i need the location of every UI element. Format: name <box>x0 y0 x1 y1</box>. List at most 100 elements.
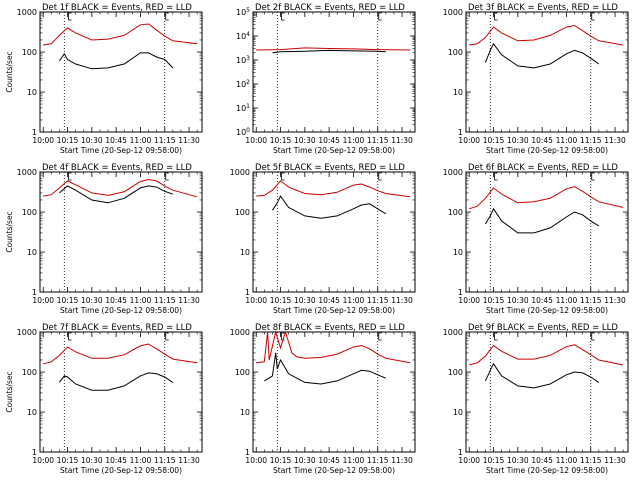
detector-panel-1: Det 1f BLACK = Events, RED = LLD 1 10 100 10… <box>5 3 203 155</box>
plot-frame <box>39 11 203 133</box>
x-tick-label: 11:30 <box>178 456 200 465</box>
x-tick-label: 10:15 <box>483 296 505 305</box>
x-tick-label: 10:00 <box>32 296 54 305</box>
series-lld-line <box>256 180 411 198</box>
x-tick-label: 10:00 <box>245 296 267 305</box>
detector-panel-8: Det 8f BLACK = Events, RED = LLD 1 10 100 10… <box>230 323 416 475</box>
x-axis-label: Start Time (20-Sep-12 09:58:00) <box>486 306 608 315</box>
x-tick-label: 10:30 <box>507 456 529 465</box>
x-tick-label: 11:15 <box>154 296 176 305</box>
interval-marker <box>494 332 498 341</box>
y-axis-label: Counts/sec <box>5 371 14 412</box>
x-tick-label: 10:00 <box>32 136 54 145</box>
x-tick-label: 10:30 <box>294 296 316 305</box>
y-tick-label: 105 <box>236 7 250 17</box>
x-tick-label: 11:00 <box>556 456 578 465</box>
x-tick-label: 10:45 <box>105 136 127 145</box>
x-tick-label: 10:30 <box>81 296 103 305</box>
x-tick-label: 10:45 <box>531 136 553 145</box>
x-tick-label: 11:30 <box>178 136 200 145</box>
panel-title: Det 6f BLACK = Events, RED = LLD <box>468 163 618 173</box>
plot-frame <box>465 171 629 293</box>
panel-title: Det 7f BLACK = Events, RED = LLD <box>42 323 192 333</box>
x-tick-label: 11:30 <box>391 456 413 465</box>
y-tick-label: 1000 <box>443 8 463 17</box>
x-tick-label: 10:00 <box>458 296 480 305</box>
y-tick-label: 101 <box>236 103 250 113</box>
panel-title: Det 4f BLACK = Events, RED = LLD <box>42 163 192 173</box>
y-tick-label: 10 <box>453 408 463 417</box>
y-tick-label: 103 <box>236 55 250 65</box>
series-events-line <box>264 352 386 385</box>
interval-marker <box>378 332 382 341</box>
x-tick-label: 10:45 <box>318 456 340 465</box>
series-lld-line <box>256 330 411 364</box>
x-tick-label: 11:00 <box>343 136 365 145</box>
x-tick-label: 11:15 <box>367 456 389 465</box>
y-tick-label: 1000 <box>230 328 250 337</box>
plot-frame <box>252 171 416 293</box>
y-axis-label: Counts/sec <box>5 51 14 92</box>
x-tick-label: 11:30 <box>391 296 413 305</box>
y-tick-label: 100 <box>22 208 37 217</box>
y-tick-label: 1 <box>458 288 463 297</box>
x-tick-label: 11:15 <box>154 456 176 465</box>
x-tick-label: 10:45 <box>318 136 340 145</box>
series-events-line <box>59 185 173 204</box>
y-tick-label: 1 <box>245 288 250 297</box>
series-lld-line <box>469 344 624 366</box>
y-tick-label: 100 <box>236 127 250 137</box>
interval-marker <box>281 12 285 21</box>
x-tick-label: 11:00 <box>343 456 365 465</box>
x-tick-label: 10:15 <box>57 456 79 465</box>
series-events-line <box>484 207 600 234</box>
y-tick-label: 100 <box>22 48 37 57</box>
y-tick-label: 1 <box>458 448 463 457</box>
interval-marker <box>378 172 382 181</box>
y-tick-label: 10 <box>240 248 250 257</box>
y-tick-label: 1000 <box>17 168 37 177</box>
y-tick-label: 10 <box>27 88 37 97</box>
x-tick-label: 11:00 <box>130 296 152 305</box>
x-tick-label: 10:00 <box>245 456 267 465</box>
y-tick-label: 1 <box>32 448 37 457</box>
y-tick-label: 104 <box>236 31 250 41</box>
detector-panel-2: Det 2f BLACK = Events, RED = LLD 100 101 10… <box>236 3 416 155</box>
x-tick-label: 10:30 <box>507 296 529 305</box>
y-tick-label: 100 <box>448 208 463 217</box>
x-tick-label: 11:00 <box>130 456 152 465</box>
y-tick-label: 100 <box>448 48 463 57</box>
x-axis-label: Start Time (20-Sep-12 09:58:00) <box>486 466 608 475</box>
interval-marker <box>165 12 169 21</box>
x-tick-label: 10:30 <box>294 456 316 465</box>
x-tick-label: 10:00 <box>458 456 480 465</box>
x-tick-label: 11:15 <box>367 296 389 305</box>
interval-marker <box>165 332 169 341</box>
plot-frame <box>465 331 629 453</box>
y-tick-label: 1000 <box>17 328 37 337</box>
y-tick-label: 1 <box>32 128 37 137</box>
y-axis-label: Counts/sec <box>5 211 14 252</box>
interval-marker <box>68 332 72 341</box>
x-axis-label: Start Time (20-Sep-12 09:58:00) <box>273 466 395 475</box>
interval-marker <box>494 12 498 21</box>
y-tick-label: 100 <box>235 208 250 217</box>
y-tick-label: 100 <box>448 368 463 377</box>
series-lld-line <box>469 186 624 210</box>
x-tick-label: 10:45 <box>105 296 127 305</box>
series-lld-line <box>43 178 198 198</box>
x-axis-label: Start Time (20-Sep-12 09:58:00) <box>273 146 395 155</box>
y-tick-label: 1000 <box>17 8 37 17</box>
x-tick-label: 10:45 <box>531 456 553 465</box>
panel-title: Det 8f BLACK = Events, RED = LLD <box>255 323 405 333</box>
y-tick-label: 102 <box>236 79 250 89</box>
x-tick-label: 11:00 <box>556 136 578 145</box>
y-tick-label: 100 <box>235 368 250 377</box>
x-tick-label: 11:00 <box>556 296 578 305</box>
x-tick-label: 10:15 <box>483 136 505 145</box>
x-tick-label: 10:00 <box>458 136 480 145</box>
x-axis-label: Start Time (20-Sep-12 09:58:00) <box>60 466 182 475</box>
x-tick-label: 10:30 <box>81 136 103 145</box>
interval-marker <box>591 332 595 341</box>
